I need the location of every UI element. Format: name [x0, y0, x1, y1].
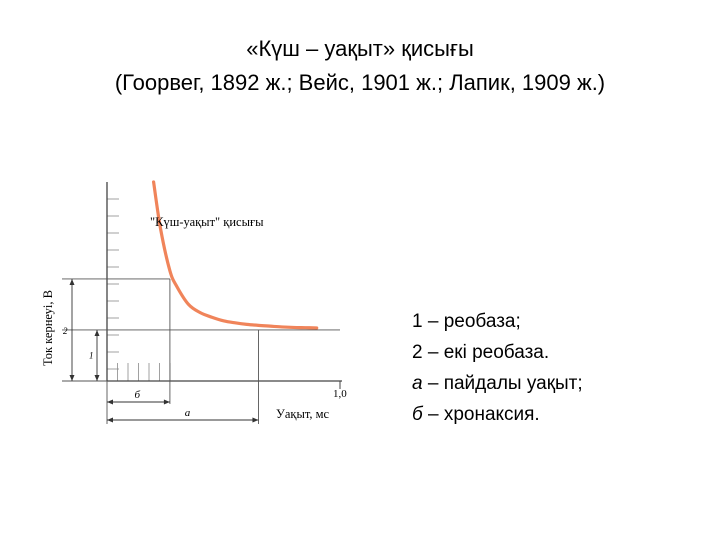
arrow-head	[163, 399, 170, 405]
legend-text: екі реобаза.	[443, 342, 550, 363]
legend-key: 2	[412, 342, 423, 363]
legend: 1 – реобаза; 2 – екі реобаза. а – пайдал…	[412, 306, 583, 430]
slide-title: «Күш – уақыт» қисығы	[246, 36, 474, 61]
chart-axes	[106, 182, 342, 389]
legend-text: пайдалы уақыт;	[443, 373, 583, 394]
legend-key: б	[412, 404, 423, 425]
legend-item: б – хронаксия.	[412, 404, 540, 425]
arrow-head	[252, 417, 259, 423]
y-axis-label: Ток кернеуі, В	[41, 290, 55, 366]
arrow-head	[107, 399, 113, 405]
x-tick-label: 1,0	[333, 388, 347, 400]
legend-key: а	[412, 373, 423, 394]
x-axis-label: Уақыт, мс	[276, 407, 330, 421]
slide-subtitle: (Гоорвег, 1892 ж.; Вейс, 1901 ж.; Лапик,…	[114, 70, 606, 95]
arrow-head	[94, 329, 100, 336]
legend-item: 2 – екі реобаза.	[412, 342, 550, 363]
chart-labels: 2 1 б а "Күш-уақыт" қисығы Уақыт, мс Ток керне…	[41, 215, 347, 421]
chronaxie-mark: б	[134, 389, 140, 401]
legend-item: а – пайдалы уақыт;	[412, 373, 583, 394]
legend-text: хронаксия.	[443, 404, 540, 425]
legend-item: 1 – реобаза;	[412, 311, 521, 332]
curve-title: "Күш-уақыт" қисығы	[150, 215, 264, 229]
arrow-head	[94, 375, 100, 381]
strength-duration-curve	[152, 180, 319, 330]
legend-text: реобаза;	[443, 311, 521, 332]
arrow-head	[69, 375, 75, 381]
rheobase-mark: 1	[89, 350, 94, 360]
arrow-head	[69, 278, 75, 285]
double-rheobase-mark: 2	[63, 326, 68, 336]
legend-key: 1	[412, 311, 423, 332]
useful-time-mark: а	[185, 407, 191, 419]
chart-marks	[62, 278, 340, 424]
curve-layer	[152, 180, 319, 330]
arrow-head	[107, 417, 113, 423]
